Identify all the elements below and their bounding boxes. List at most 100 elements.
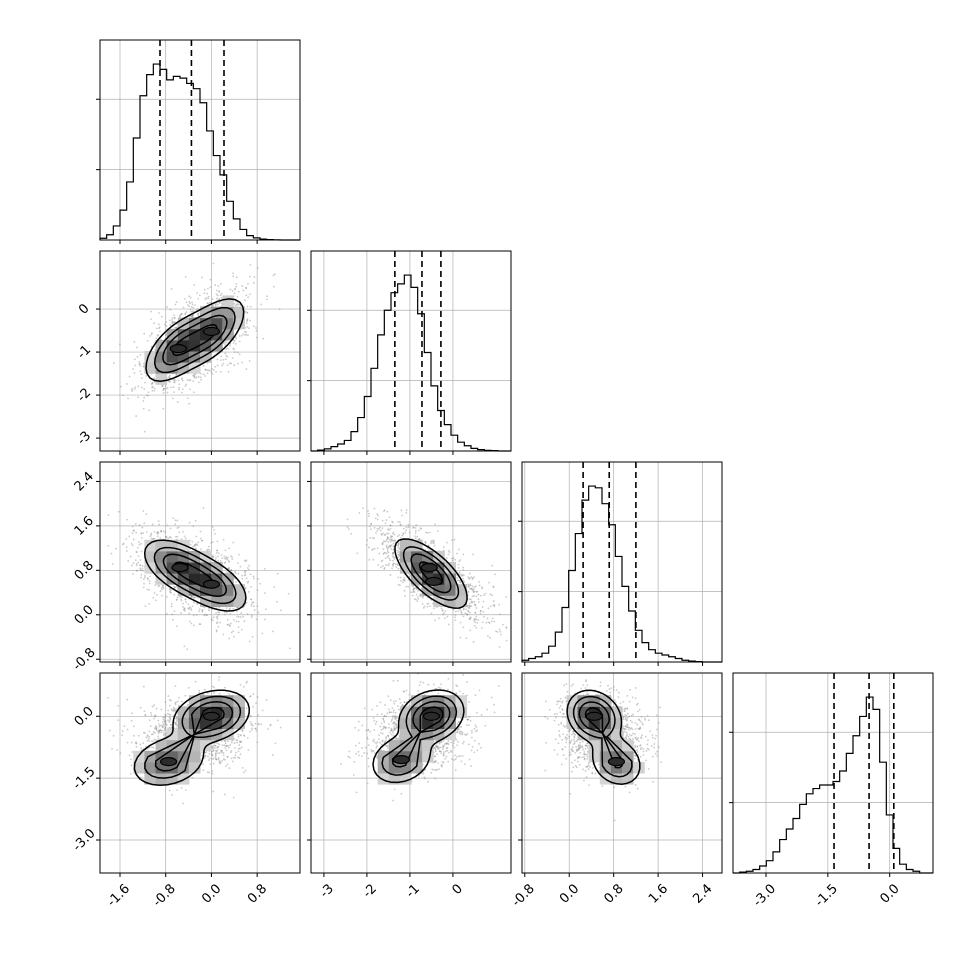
scatter-point <box>373 526 376 529</box>
scatter-point <box>243 570 246 573</box>
scatter-point <box>211 685 214 688</box>
scatter-point <box>441 609 444 612</box>
scatter-point <box>151 523 154 526</box>
scatter-point <box>468 578 470 580</box>
scatter-point <box>219 294 222 297</box>
scatter-point <box>217 758 220 761</box>
scatter-point <box>130 389 133 391</box>
scatter-point <box>224 340 227 342</box>
scatter-point <box>386 532 388 535</box>
scatter-point <box>206 614 209 616</box>
histogram-bar <box>753 869 760 873</box>
scatter-point <box>459 609 462 612</box>
scatter-point <box>119 343 121 346</box>
scatter-point <box>232 607 235 610</box>
density-cell <box>144 539 157 552</box>
scatter-point <box>184 275 187 278</box>
scatter-point <box>365 544 368 546</box>
scatter-point <box>473 576 475 579</box>
scatter-point <box>148 603 151 605</box>
scatter-point <box>173 314 175 317</box>
scatter-point <box>399 524 402 526</box>
scatter-point <box>228 637 231 640</box>
scatter-point <box>457 579 460 582</box>
scatter-point <box>390 538 392 541</box>
scatter-point <box>418 538 421 540</box>
y-tick-label: 0.0 <box>72 603 97 628</box>
scatter-point <box>170 288 173 290</box>
scatter-point <box>155 727 158 729</box>
scatter-point <box>214 304 217 307</box>
scatter-point <box>131 573 134 576</box>
scatter-point <box>392 562 395 565</box>
histogram-bar <box>431 386 438 451</box>
scatter-point <box>196 544 199 547</box>
density-cell <box>200 595 212 607</box>
scatter-point <box>376 530 379 532</box>
scatter-point <box>149 335 151 337</box>
scatter-point <box>178 388 180 391</box>
panel-frame <box>99 250 301 452</box>
scatter-point <box>464 612 467 615</box>
scatter-point <box>166 391 169 394</box>
histogram-bar <box>153 64 160 240</box>
scatter-point <box>149 535 152 538</box>
scatter-point <box>166 306 168 309</box>
scatter-point <box>168 587 171 590</box>
scatter-point <box>205 614 208 616</box>
scatter-point <box>412 588 415 591</box>
scatter-point <box>238 353 241 356</box>
scatter-point <box>380 533 383 535</box>
scatter-point <box>180 313 182 316</box>
scatter-point <box>377 514 379 517</box>
scatter-point <box>367 512 370 515</box>
scatter-point <box>454 619 457 622</box>
scatter-point <box>246 318 249 321</box>
scatter-point <box>160 530 163 532</box>
scatter-point <box>482 610 485 613</box>
scatter-point <box>457 563 460 566</box>
scatter-point <box>407 523 410 526</box>
scatter-point <box>209 286 212 289</box>
scatter-point <box>172 517 175 520</box>
scatter-point <box>471 585 474 588</box>
scatter-point <box>178 531 181 534</box>
scatter-point <box>151 382 154 385</box>
histogram-bar <box>364 396 371 451</box>
scatter-point <box>388 516 391 519</box>
scatter-point <box>236 303 238 306</box>
scatter-point <box>228 624 231 626</box>
scatter-point <box>386 536 389 539</box>
scatter-point <box>424 541 427 543</box>
scatter-point <box>263 567 266 570</box>
scatter-point <box>476 621 479 624</box>
scatter-point <box>424 540 427 543</box>
scatter-point <box>250 603 253 606</box>
scatter-point <box>236 295 239 298</box>
scatter-point <box>133 372 136 374</box>
scatter-point <box>414 529 417 532</box>
scatter-point <box>191 301 193 304</box>
scatter-point <box>131 525 134 528</box>
scatter-point <box>111 563 114 566</box>
scatter-point <box>173 316 176 319</box>
contour-line <box>162 553 228 598</box>
scatter-point <box>387 564 390 567</box>
scatter-point <box>173 379 175 382</box>
scatter-point <box>414 537 417 540</box>
scatter-point <box>138 361 141 363</box>
scatter-point <box>148 719 151 722</box>
scatter-point <box>388 557 391 560</box>
scatter-point <box>192 380 194 383</box>
scatter-point <box>137 385 140 388</box>
histogram-bar <box>458 442 465 451</box>
density-cell <box>211 584 223 596</box>
scatter-point <box>135 570 138 572</box>
scatter-point <box>459 573 461 576</box>
scatter-point <box>247 334 249 337</box>
scatter-point <box>254 727 257 730</box>
scatter-point <box>417 589 419 592</box>
scatter-point <box>385 539 388 542</box>
scatter-point <box>205 297 208 299</box>
scatter-point <box>190 609 193 612</box>
